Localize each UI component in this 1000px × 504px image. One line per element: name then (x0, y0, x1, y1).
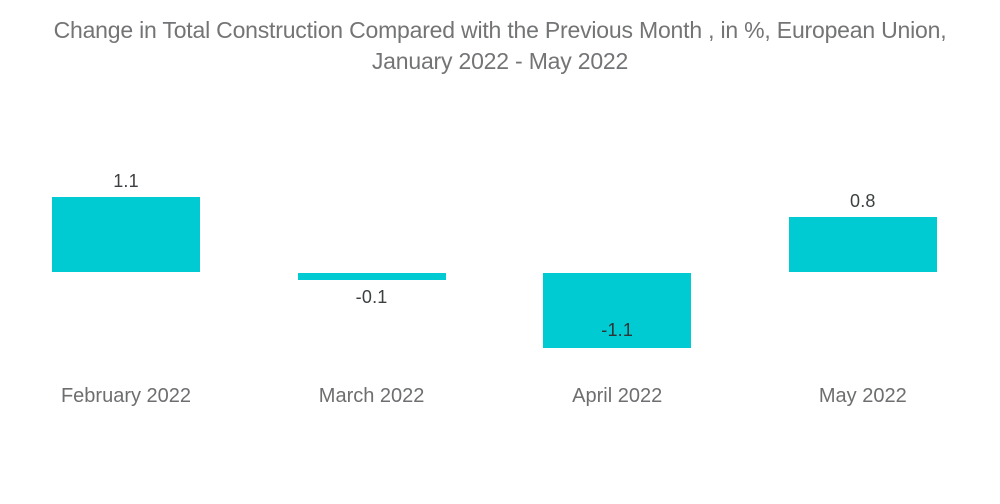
value-label-april-2022: -1.1 (601, 320, 634, 340)
bar-may-2022[interactable] (788, 217, 937, 272)
chart-title-line-1: Change in Total Construction Compared wi… (53, 17, 947, 43)
bar-february-2022[interactable] (52, 197, 200, 272)
value-label-february-2022: 1.1 (113, 171, 139, 191)
bar-april-2022[interactable] (543, 273, 692, 348)
chart-title-line-2: January 2022 - May 2022 (371, 48, 629, 74)
value-label-may-2022: 0.8 (849, 191, 876, 211)
category-label-march-2022: March 2022 (318, 385, 425, 407)
value-label-march-2022: -0.1 (355, 287, 388, 307)
category-label-april-2022: April 2022 (572, 385, 663, 407)
category-label-may-2022: May 2022 (818, 385, 907, 407)
bar-march-2022[interactable] (297, 273, 446, 280)
chart-title: Change in Total Construction Compared wi… (0, 15, 1000, 77)
category-label-february-2022: February 2022 (60, 385, 192, 407)
